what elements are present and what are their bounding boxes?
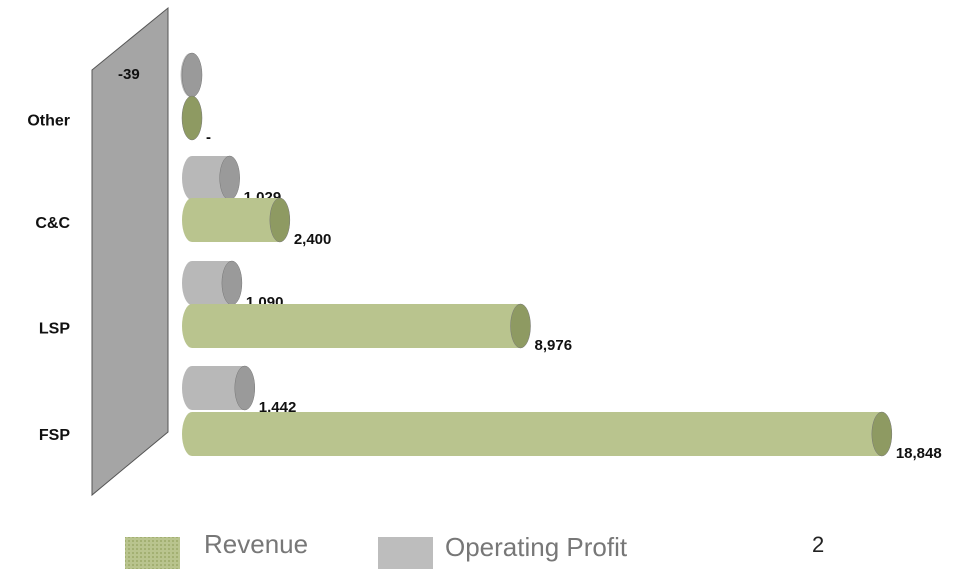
y-tick-label: C&C <box>35 215 70 232</box>
bar-cap <box>269 197 291 243</box>
bar <box>192 304 521 348</box>
wall <box>91 6 169 497</box>
bar-cap <box>181 95 203 141</box>
data-label: -39 <box>118 66 140 83</box>
data-label: - <box>206 129 211 146</box>
data-label: 8,976 <box>535 337 573 354</box>
bar-cap <box>181 52 203 98</box>
bar-cap <box>510 303 531 349</box>
data-label: 18,848 <box>896 445 942 462</box>
bar-cap <box>234 365 256 411</box>
legend-swatch <box>125 537 180 569</box>
bar-cap <box>221 260 243 306</box>
legend-label: Operating Profit <box>445 532 628 562</box>
y-tick-label: LSP <box>39 321 70 338</box>
y-tick-label: Other <box>27 113 70 130</box>
legend-swatch <box>378 537 433 569</box>
data-label: 1,442 <box>259 399 297 416</box>
bar-cap <box>871 411 893 457</box>
data-label: 2,400 <box>294 231 332 248</box>
page-number: 2 <box>812 532 824 557</box>
legend-label: Revenue <box>204 529 308 559</box>
bar-cap <box>219 155 240 201</box>
y-tick-label: FSP <box>39 427 70 444</box>
bar <box>192 412 882 456</box>
bar <box>192 198 280 242</box>
